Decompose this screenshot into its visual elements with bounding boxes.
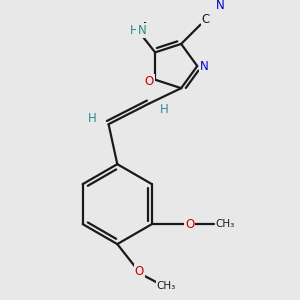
Text: O: O <box>145 75 154 88</box>
Text: CH₃: CH₃ <box>216 219 235 229</box>
Text: H: H <box>129 24 138 37</box>
Text: O: O <box>185 218 194 231</box>
Text: H: H <box>88 112 97 125</box>
Text: CH₃: CH₃ <box>156 281 176 291</box>
Text: H: H <box>160 103 169 116</box>
Text: N: N <box>216 0 224 11</box>
Text: C: C <box>202 13 210 26</box>
Text: O: O <box>134 265 144 278</box>
Text: N: N <box>137 24 146 37</box>
Text: N: N <box>200 59 209 73</box>
